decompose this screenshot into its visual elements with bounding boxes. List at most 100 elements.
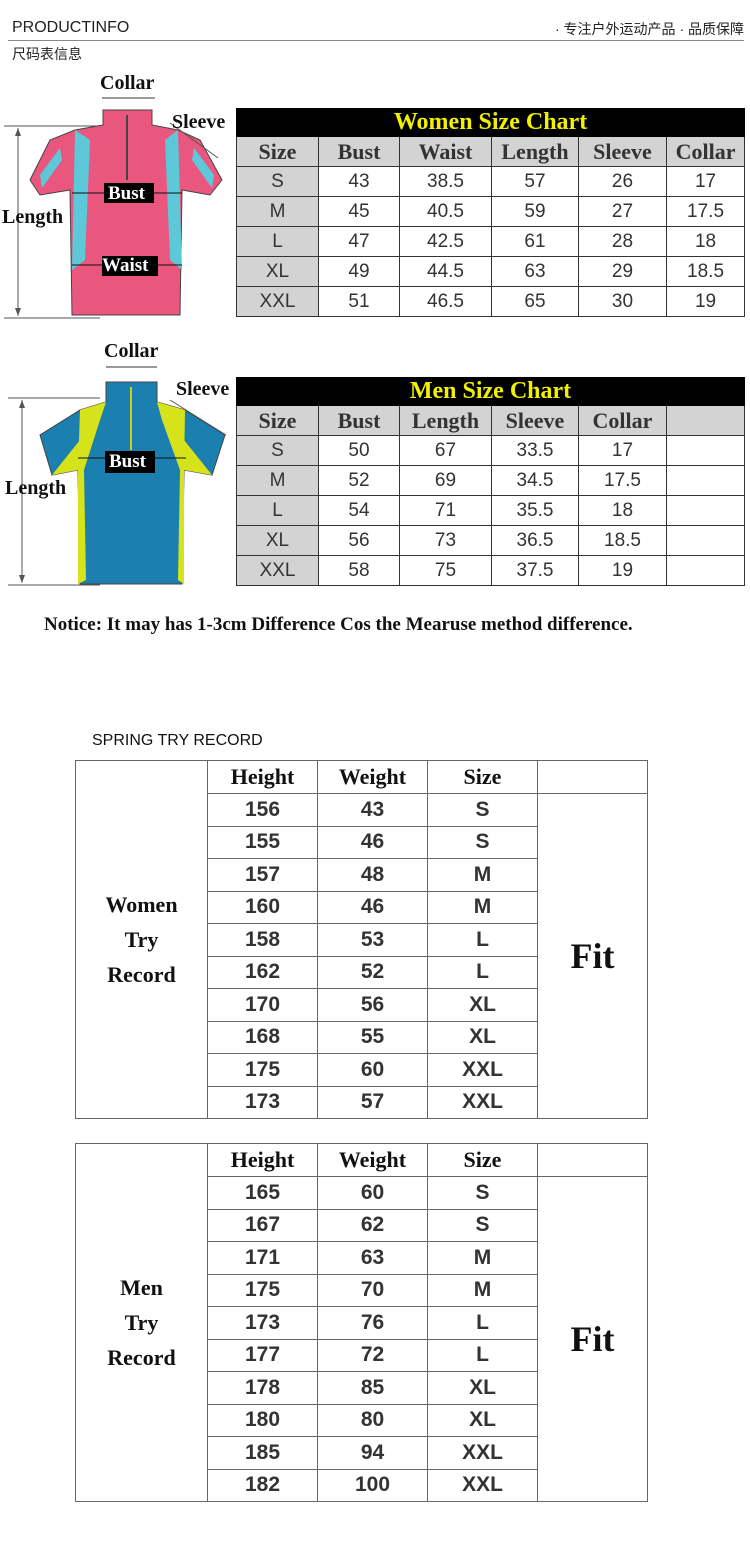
header-row: Men Try Record Height Weight Size — [75, 1143, 648, 1502]
weight-cell: 56 — [317, 988, 428, 1022]
size-cell: M — [427, 890, 538, 924]
men-bust-label: Bust — [109, 451, 146, 472]
record-row: 158 53 L — [76, 923, 648, 957]
women-bust-label: Bust — [108, 183, 145, 204]
height-cell: 177 — [207, 1338, 318, 1372]
men-sleeve-label: Sleeve — [176, 378, 230, 400]
weight-cell: 52 — [317, 955, 428, 989]
weight-cell: 62 — [317, 1208, 428, 1242]
height-cell: 168 — [207, 1020, 318, 1054]
column-header: Weight — [317, 1143, 428, 1177]
height-cell: 173 — [207, 1306, 318, 1340]
weight-cell: 57 — [317, 1085, 428, 1119]
value-cell: 18 — [665, 226, 746, 257]
record-row: 175 70 M — [76, 1273, 648, 1307]
value-cell: 43 — [318, 166, 400, 197]
size-cell: XL — [236, 525, 319, 556]
women-chart-title: Women Size Chart — [235, 108, 746, 137]
size-cell: S — [427, 1208, 538, 1242]
height-cell: 155 — [207, 825, 318, 859]
weight-cell: 46 — [317, 890, 428, 924]
women-length-label: Length — [2, 206, 64, 228]
value-cell: 46.5 — [399, 286, 492, 317]
size-cell: S — [427, 825, 538, 859]
men-chart-title: Men Size Chart — [235, 377, 746, 406]
value-cell: 54 — [318, 495, 400, 526]
column-header: Sleeve — [578, 136, 667, 167]
size-cell: L — [236, 495, 319, 526]
value-cell: 40.5 — [399, 196, 492, 227]
height-cell: 160 — [207, 890, 318, 924]
women-try-record-table: Women Try Record Height Weight Size 156 43 S Fit 1… — [75, 760, 648, 1119]
size-cell: XL — [236, 256, 319, 287]
group-label: Men Try Record — [75, 1143, 208, 1502]
size-cell: S — [427, 793, 538, 827]
value-cell: 56 — [318, 525, 400, 556]
value-cell: 29 — [578, 256, 667, 287]
women-size-chart: Women Size Chart Size Bust Waist Length Slee… — [235, 108, 746, 317]
height-cell: 171 — [207, 1241, 318, 1275]
women-shirt-diagram — [4, 97, 223, 319]
value-cell: 17 — [578, 435, 667, 466]
measurement-notice: Notice: It may has 1-3cm Difference Cos … — [44, 614, 633, 635]
size-cell: S — [236, 435, 319, 466]
value-cell: 45 — [318, 196, 400, 227]
weight-cell: 53 — [317, 923, 428, 957]
size-row: XL 49 44.5 63 29 18.5 — [236, 256, 746, 287]
group-label: Women Try Record — [75, 760, 208, 1119]
fit-result: Fit — [537, 1176, 648, 1502]
value-cell: 18.5 — [665, 256, 746, 287]
header-title: PRODUCTINFO — [12, 19, 130, 36]
value-cell: 57 — [491, 166, 579, 197]
column-header: Bust — [318, 405, 400, 436]
size-row: L 47 42.5 61 28 18 — [236, 226, 746, 257]
record-row: 165 60 S Fit — [76, 1176, 648, 1502]
column-header — [537, 760, 648, 794]
size-cell: XXL — [427, 1468, 538, 1502]
value-cell — [665, 495, 746, 526]
size-cell: XL — [427, 1371, 538, 1405]
weight-cell: 60 — [317, 1053, 428, 1087]
record-row: 160 46 M — [76, 890, 648, 924]
column-header: Height — [207, 1143, 318, 1177]
column-header: Size — [427, 760, 538, 794]
value-cell — [665, 525, 746, 556]
weight-cell: 72 — [317, 1338, 428, 1372]
size-cell: M — [236, 196, 319, 227]
column-header: Length — [491, 136, 579, 167]
size-row: L 54 71 35.5 18 — [236, 495, 746, 526]
record-row: 167 62 S — [76, 1208, 648, 1242]
size-cell: XXL — [236, 555, 319, 586]
value-cell: 61 — [491, 226, 579, 257]
header-row: Women Try Record Height Weight Size — [75, 760, 648, 1119]
value-cell: 73 — [399, 525, 492, 556]
record-row: 173 76 L — [76, 1306, 648, 1340]
height-cell: 173 — [207, 1085, 318, 1119]
size-cell: S — [427, 1176, 538, 1210]
size-cell: L — [427, 923, 538, 957]
weight-cell: 48 — [317, 858, 428, 892]
value-cell: 59 — [491, 196, 579, 227]
men-try-record-table: Men Try Record Height Weight Size 165 60 S Fit 167… — [75, 1143, 648, 1502]
size-cell: S — [236, 166, 319, 197]
weight-cell: 60 — [317, 1176, 428, 1210]
size-cell: L — [427, 1338, 538, 1372]
value-cell: 52 — [318, 465, 400, 496]
column-header: Size — [427, 1143, 538, 1177]
column-header: Waist — [399, 136, 492, 167]
record-row: 175 60 XXL — [76, 1053, 648, 1087]
size-cell: M — [427, 858, 538, 892]
column-header: Bust — [318, 136, 400, 167]
column-header — [665, 405, 746, 436]
value-cell: 44.5 — [399, 256, 492, 287]
value-cell: 75 — [399, 555, 492, 586]
height-cell: 167 — [207, 1208, 318, 1242]
value-cell: 58 — [318, 555, 400, 586]
column-header: Collar — [578, 405, 667, 436]
men-shirt-diagram — [8, 366, 227, 586]
value-cell: 69 — [399, 465, 492, 496]
record-row: 185 94 XXL — [76, 1436, 648, 1470]
size-cell: L — [236, 226, 319, 257]
size-cell: L — [427, 1306, 538, 1340]
try-record-title: SPRING TRY RECORD — [92, 732, 263, 749]
